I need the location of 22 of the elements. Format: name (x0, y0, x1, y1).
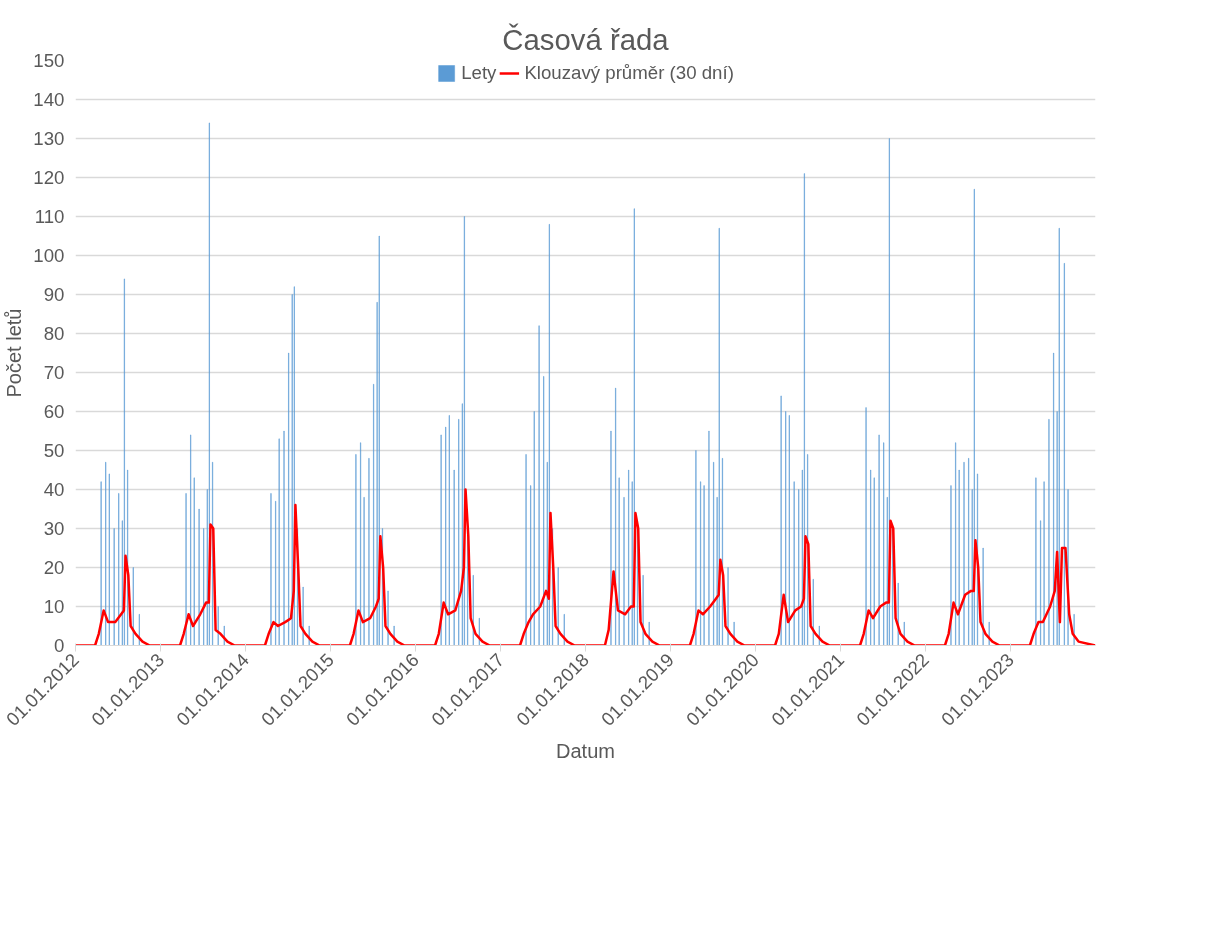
y-tick-label: 100 (33, 245, 65, 266)
y-tick-label: 40 (43, 479, 65, 500)
y-tick-label: 0 (54, 635, 65, 656)
y-tick-label: 70 (43, 362, 65, 383)
y-tick-label: 20 (43, 557, 65, 578)
y-tick-label: 120 (33, 167, 65, 188)
y-tick-label: 110 (34, 206, 65, 227)
y-tick-label: 130 (33, 128, 65, 149)
y-axis-title: Počet letů (3, 308, 26, 398)
y-tick-label: 30 (43, 518, 65, 539)
legend-label: Lety (461, 62, 497, 84)
y-tick-label: 80 (43, 323, 65, 344)
chart-title: Časová řada (502, 22, 670, 56)
y-tick-label: 90 (43, 284, 65, 305)
y-tick-label: 60 (43, 401, 65, 422)
y-tick-label: 50 (43, 440, 65, 461)
y-tick-label: 140 (33, 89, 65, 110)
y-tick-label: 10 (43, 596, 65, 617)
line-series (75, 488, 1096, 646)
x-axis-title: Datum (556, 739, 615, 762)
y-tick-label: 150 (33, 50, 65, 71)
legend-label: Klouzavý průměr (30 dní) (524, 62, 734, 84)
